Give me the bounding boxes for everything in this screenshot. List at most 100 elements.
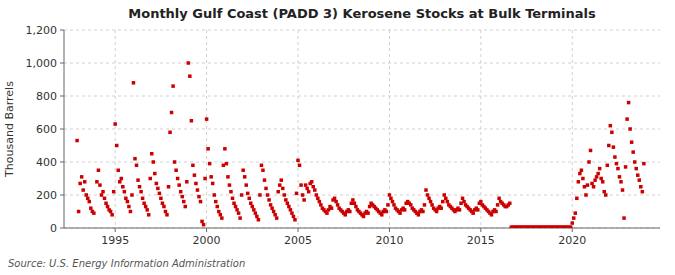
point <box>602 190 606 194</box>
point <box>220 216 224 220</box>
point <box>132 81 136 85</box>
point <box>392 203 396 207</box>
point <box>621 188 625 192</box>
point <box>279 178 283 182</box>
point <box>336 203 340 207</box>
point <box>380 213 384 217</box>
point <box>214 200 218 204</box>
point <box>164 210 168 214</box>
point <box>638 178 642 182</box>
point <box>642 162 646 166</box>
point <box>267 198 271 202</box>
point <box>133 157 137 161</box>
y-tick-label: 800 <box>36 90 57 103</box>
point <box>307 190 311 194</box>
point <box>206 147 210 151</box>
x-tick <box>480 228 481 232</box>
source-note: Source: U.S. Energy Information Administ… <box>8 258 245 269</box>
point <box>348 210 352 214</box>
point <box>148 177 152 181</box>
point <box>441 200 445 204</box>
point <box>444 197 448 201</box>
point <box>110 213 114 217</box>
point <box>179 190 183 194</box>
point <box>305 187 309 191</box>
point <box>574 211 578 215</box>
point <box>191 164 195 168</box>
x-grid-line <box>480 30 481 228</box>
point <box>187 61 191 65</box>
point <box>112 190 116 194</box>
point <box>606 164 610 168</box>
point <box>88 200 92 204</box>
point <box>269 203 273 207</box>
point <box>292 215 296 219</box>
point <box>295 192 299 196</box>
point <box>595 175 599 179</box>
y-tick <box>60 96 64 97</box>
point <box>142 202 146 206</box>
point <box>147 213 151 217</box>
point <box>589 149 593 153</box>
point <box>139 190 143 194</box>
point <box>593 178 597 182</box>
point <box>228 183 232 187</box>
point <box>435 210 439 214</box>
point <box>84 193 88 197</box>
x-tick <box>115 228 116 232</box>
point <box>145 208 149 212</box>
point <box>624 165 628 169</box>
point <box>618 175 622 179</box>
point <box>138 185 142 189</box>
point <box>270 206 274 210</box>
point <box>283 193 287 197</box>
y-axis-label: Thousand Barrels <box>3 81 16 178</box>
point <box>263 178 267 182</box>
point <box>176 177 180 181</box>
point <box>197 195 201 199</box>
point <box>302 198 306 202</box>
point <box>462 200 466 204</box>
x-grid-line <box>115 30 116 228</box>
point <box>334 200 338 204</box>
point <box>237 211 241 215</box>
point <box>628 127 632 131</box>
point <box>251 205 255 209</box>
point <box>622 216 626 220</box>
point <box>301 193 305 197</box>
point <box>350 202 354 206</box>
point <box>235 208 239 212</box>
point <box>476 208 480 212</box>
point <box>490 213 494 217</box>
point <box>286 202 290 206</box>
point <box>601 180 605 184</box>
x-tick-label: 2005 <box>284 234 312 247</box>
point <box>609 124 613 128</box>
point <box>426 193 430 197</box>
point <box>182 200 186 204</box>
y-grid-line <box>64 129 660 130</box>
point <box>318 200 322 204</box>
point <box>260 164 264 168</box>
point <box>113 122 117 126</box>
point <box>630 140 634 144</box>
x-tick-label: 2000 <box>193 234 221 247</box>
point <box>120 177 124 181</box>
point <box>77 210 81 214</box>
point <box>255 215 259 219</box>
point <box>598 167 602 171</box>
point <box>569 225 573 228</box>
title: Monthly Gulf Coast (PADD 3) Kerosene Sto… <box>128 6 596 21</box>
point <box>590 182 594 186</box>
point <box>150 152 154 156</box>
point <box>156 187 160 191</box>
point <box>252 208 256 212</box>
point <box>316 197 320 201</box>
point <box>217 210 221 214</box>
point <box>130 193 134 197</box>
point <box>223 147 227 151</box>
point <box>599 177 603 181</box>
point <box>325 211 329 215</box>
y-tick-label: 200 <box>36 189 57 202</box>
point <box>619 180 623 184</box>
